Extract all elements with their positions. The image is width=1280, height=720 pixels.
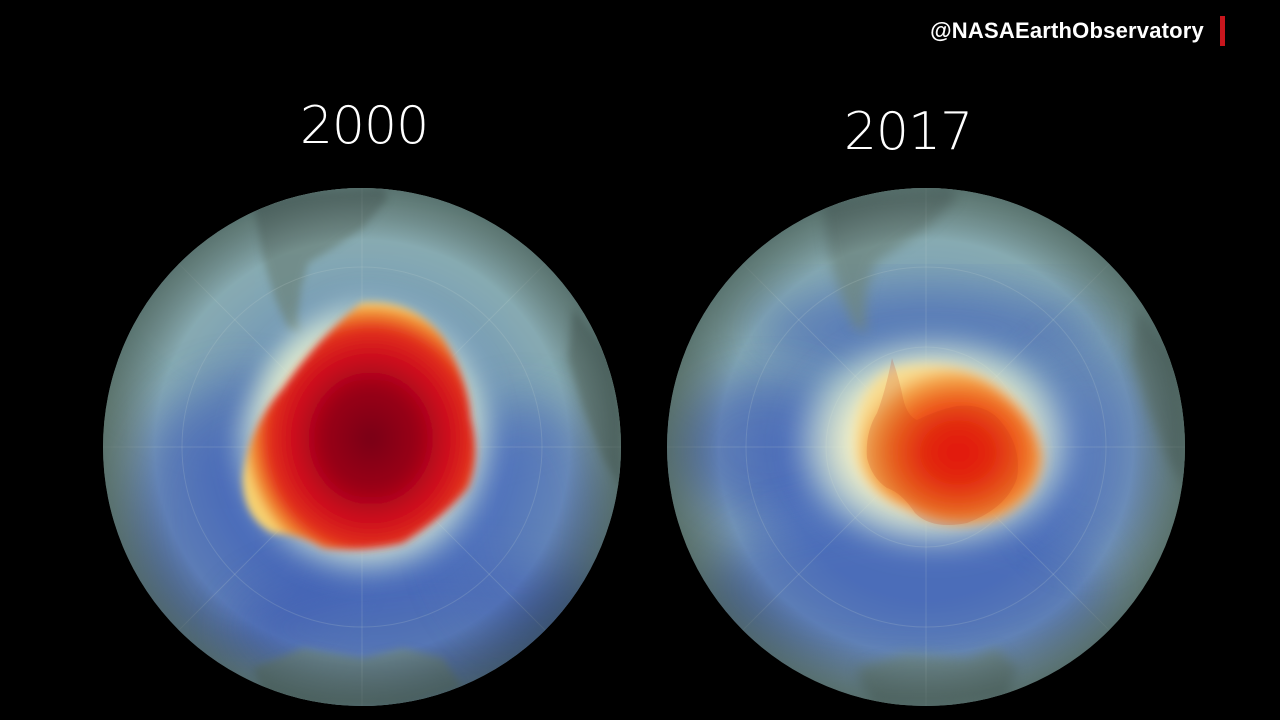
ozone-map-2000 xyxy=(103,188,621,706)
globe-2000 xyxy=(103,188,621,706)
watermark-handle: @NASAEarthObservatory xyxy=(930,18,1204,43)
year-label-2017: 2017 xyxy=(843,102,973,162)
year-label-2000: 2000 xyxy=(299,96,429,156)
ozone-map-2017 xyxy=(667,188,1185,706)
watermark-accent-bar xyxy=(1220,16,1225,46)
globe-2017 xyxy=(667,188,1185,706)
